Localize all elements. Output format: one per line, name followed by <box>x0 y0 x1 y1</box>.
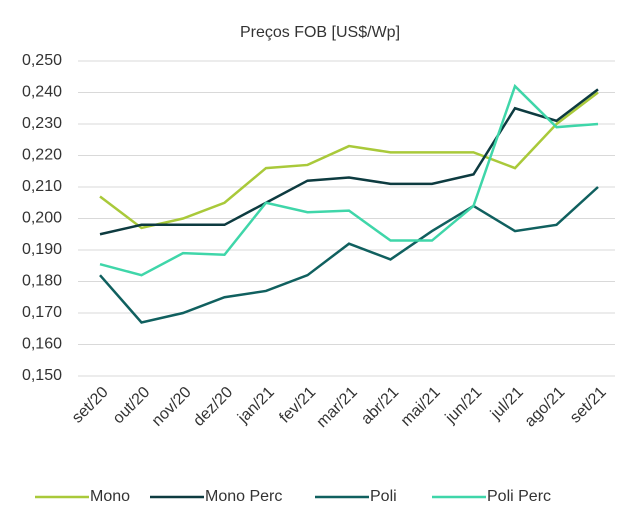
chart-title: Preços FOB [US$/Wp] <box>240 24 400 41</box>
y-tick-label: 0,190 <box>22 241 62 258</box>
x-tick-label: dez/20 <box>190 384 236 430</box>
line-series <box>99 186 599 324</box>
x-tick-label: set/20 <box>69 384 112 427</box>
legend-label: Poli <box>370 488 397 505</box>
y-tick-label: 0,200 <box>22 210 62 227</box>
y-tick-label: 0,240 <box>22 84 62 101</box>
x-tick-label: ago/21 <box>522 384 569 431</box>
x-tick-label: mar/21 <box>314 384 361 431</box>
legend-label: Poli Perc <box>487 488 551 505</box>
x-tick-label: fev/21 <box>276 384 319 427</box>
y-tick-label: 0,210 <box>22 178 62 195</box>
y-tick-label: 0,160 <box>22 336 62 353</box>
x-tick-label: set/21 <box>567 384 610 427</box>
x-tick-label: jan/21 <box>234 384 278 428</box>
line-series <box>99 83 599 277</box>
legend-label: Mono Perc <box>205 488 282 505</box>
x-tick-label: abr/21 <box>358 384 402 428</box>
y-tick-label: 0,230 <box>22 115 62 132</box>
y-tick-label: 0,170 <box>22 304 62 321</box>
line-series <box>99 88 599 236</box>
line-series <box>99 91 599 230</box>
x-tick-label: nov/20 <box>149 384 195 430</box>
x-tick-label: jul/21 <box>487 384 527 424</box>
y-tick-label: 0,150 <box>22 367 62 384</box>
y-tick-label: 0,250 <box>22 52 62 69</box>
y-tick-label: 0,220 <box>22 147 62 164</box>
x-tick-label: mai/21 <box>398 384 444 430</box>
legend-label: Mono <box>90 488 130 505</box>
x-tick-label: jun/21 <box>442 384 486 428</box>
y-tick-label: 0,180 <box>22 273 62 290</box>
x-tick-label: out/20 <box>110 384 154 428</box>
